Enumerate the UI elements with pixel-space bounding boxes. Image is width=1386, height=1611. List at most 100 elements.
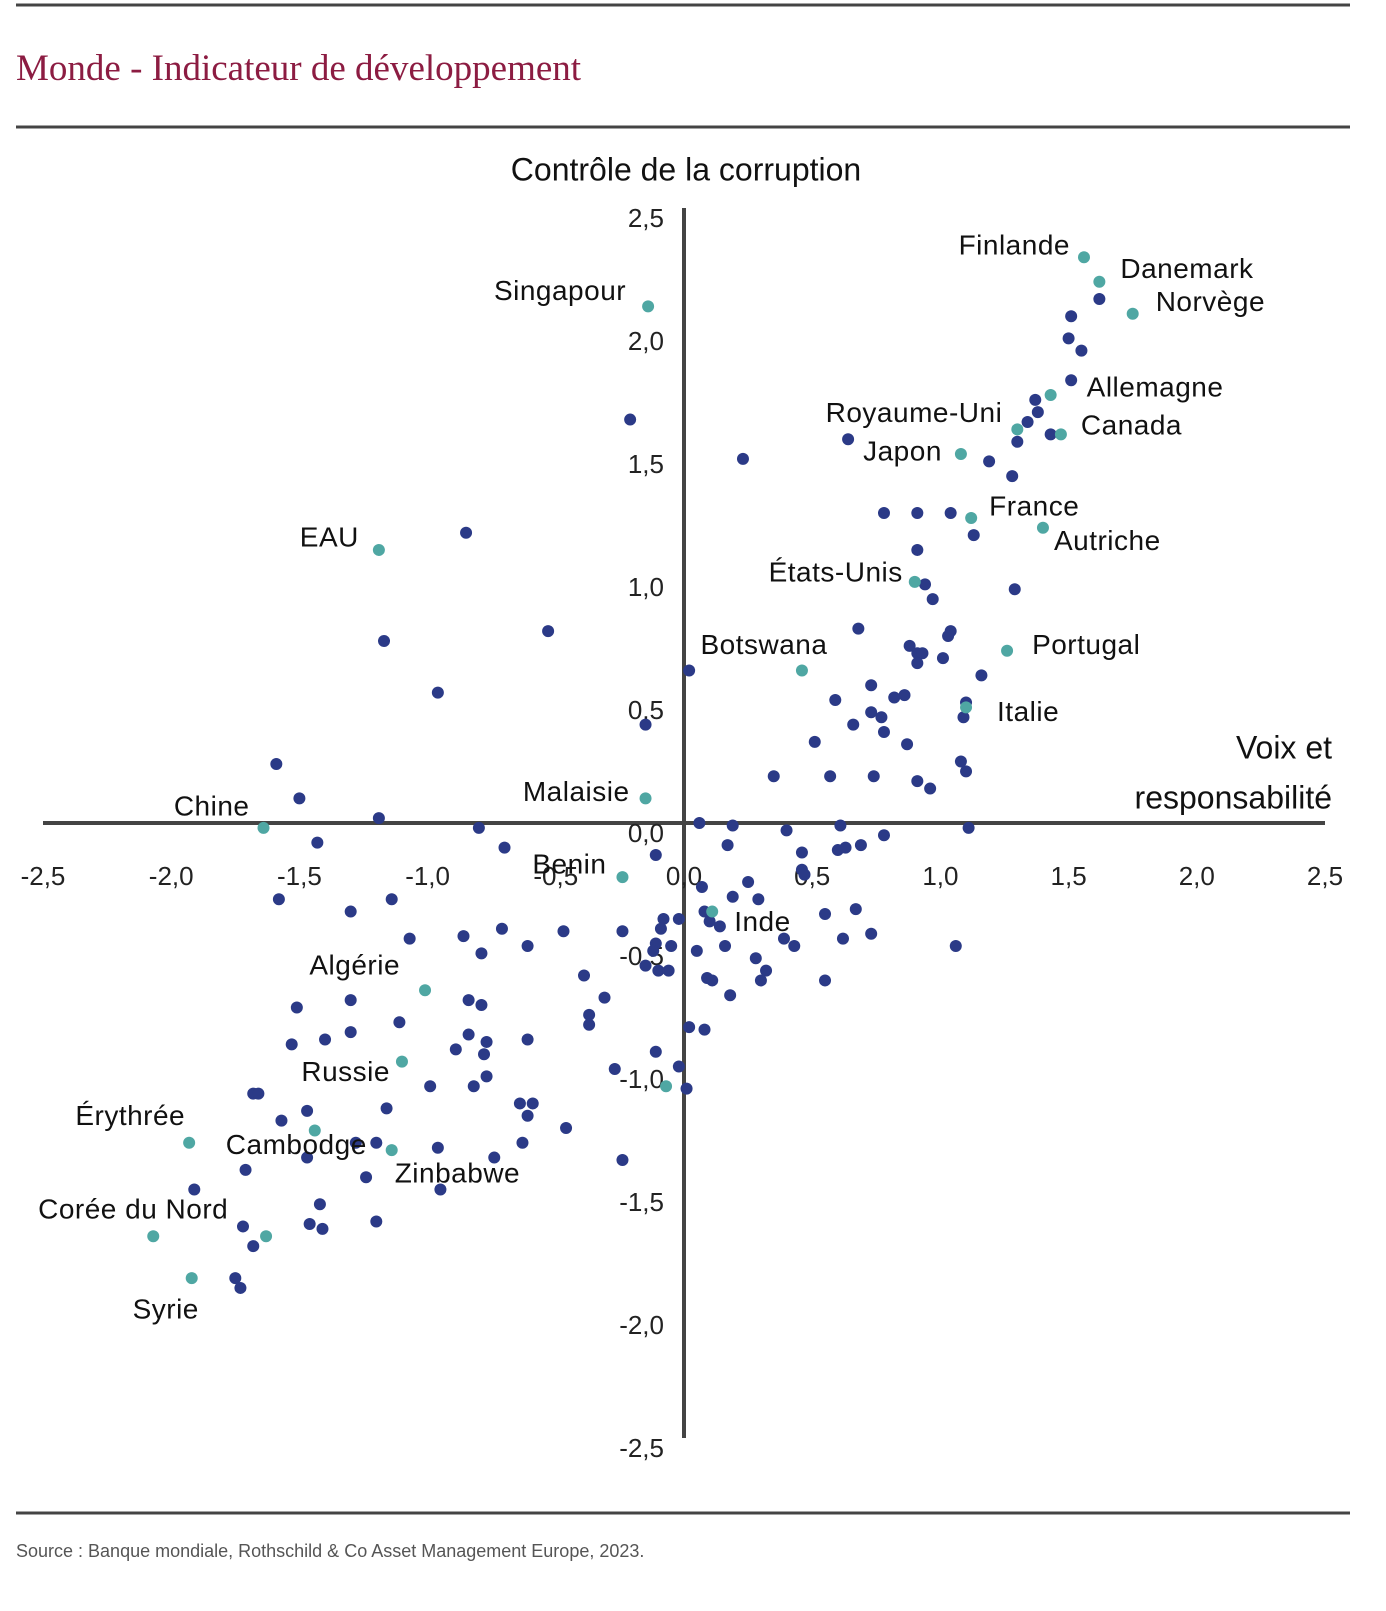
point	[742, 876, 755, 889]
point	[272, 893, 285, 906]
x-tick-label: -1,0	[405, 861, 450, 891]
point	[598, 991, 611, 1004]
point-label: Autriche	[1054, 525, 1161, 556]
point	[303, 1217, 316, 1230]
point-label: Algérie	[309, 950, 400, 981]
x-tick-label: 1,5	[1051, 861, 1087, 891]
point	[754, 974, 767, 987]
point	[1011, 435, 1024, 448]
point	[849, 903, 862, 916]
point	[842, 433, 855, 446]
point	[724, 989, 737, 1002]
x-tick-label: 2,0	[1179, 861, 1215, 891]
point	[542, 625, 555, 638]
point	[911, 775, 924, 788]
point	[480, 1070, 493, 1083]
point	[639, 792, 652, 805]
point	[662, 964, 675, 977]
point	[344, 1026, 357, 1039]
point	[1021, 416, 1034, 429]
point	[916, 647, 929, 660]
point-label: Italie	[997, 696, 1059, 727]
y-tick-label: -1,0	[619, 1064, 664, 1094]
point	[829, 694, 842, 706]
point	[557, 925, 570, 938]
x-tick-label: 2,5	[1307, 861, 1343, 891]
point	[370, 1136, 383, 1149]
y-tick-label: -1,5	[619, 1187, 664, 1217]
point	[472, 821, 485, 834]
x-tick-label: -2,5	[21, 861, 66, 891]
point	[495, 922, 508, 935]
point	[777, 932, 790, 945]
point-label: États-Unis	[769, 556, 903, 587]
point-label: Royaume-Uni	[826, 397, 1003, 428]
point	[467, 1080, 480, 1093]
point	[385, 893, 398, 906]
point	[877, 507, 890, 520]
point	[521, 940, 534, 952]
point	[1044, 428, 1057, 441]
y-tick-label: 1,5	[628, 449, 664, 479]
point-label: Corée du Nord	[38, 1194, 228, 1225]
point	[808, 735, 821, 748]
point	[460, 526, 473, 539]
point	[672, 1060, 685, 1073]
point	[1054, 428, 1067, 441]
point	[236, 1220, 249, 1233]
point	[434, 1183, 447, 1196]
point	[478, 1048, 491, 1061]
source: Source : Banque mondiale, Rothschild & C…	[16, 1541, 644, 1561]
chart-title: Monde - Indicateur de développement	[16, 48, 582, 89]
point	[690, 944, 703, 957]
point	[521, 1109, 534, 1122]
point	[1001, 644, 1014, 657]
point	[683, 664, 696, 677]
point	[462, 1028, 475, 1041]
point	[624, 413, 637, 426]
point	[419, 984, 432, 997]
point	[257, 821, 270, 834]
point	[372, 543, 385, 556]
point	[395, 1055, 408, 1068]
point	[475, 999, 488, 1012]
point	[616, 925, 629, 938]
x-tick-label: -0,5	[533, 861, 578, 891]
point	[247, 1240, 260, 1253]
point	[898, 689, 911, 702]
point	[960, 701, 973, 714]
point	[877, 829, 890, 842]
point-label: Cambodge	[226, 1129, 367, 1160]
point	[1065, 374, 1078, 387]
point	[960, 765, 973, 778]
point	[316, 1222, 329, 1235]
point	[583, 1018, 596, 1031]
point	[1006, 470, 1019, 483]
point	[239, 1163, 252, 1176]
point	[749, 952, 762, 965]
point	[957, 711, 970, 724]
point	[865, 706, 878, 719]
point	[657, 912, 670, 925]
point	[1077, 251, 1090, 264]
point	[403, 932, 416, 945]
point	[975, 669, 988, 682]
point	[147, 1230, 160, 1243]
point	[706, 974, 719, 987]
point	[706, 905, 719, 918]
point	[760, 964, 773, 977]
point	[380, 1102, 393, 1115]
point	[513, 1097, 526, 1110]
point	[967, 529, 980, 542]
point	[924, 782, 937, 795]
point	[188, 1183, 201, 1196]
point-label: Allemagne	[1087, 371, 1224, 402]
point	[926, 593, 939, 606]
point	[726, 819, 739, 832]
point	[639, 718, 652, 731]
point-label: France	[989, 490, 1079, 521]
point	[965, 511, 978, 524]
point	[1044, 388, 1057, 401]
point	[360, 1171, 373, 1184]
